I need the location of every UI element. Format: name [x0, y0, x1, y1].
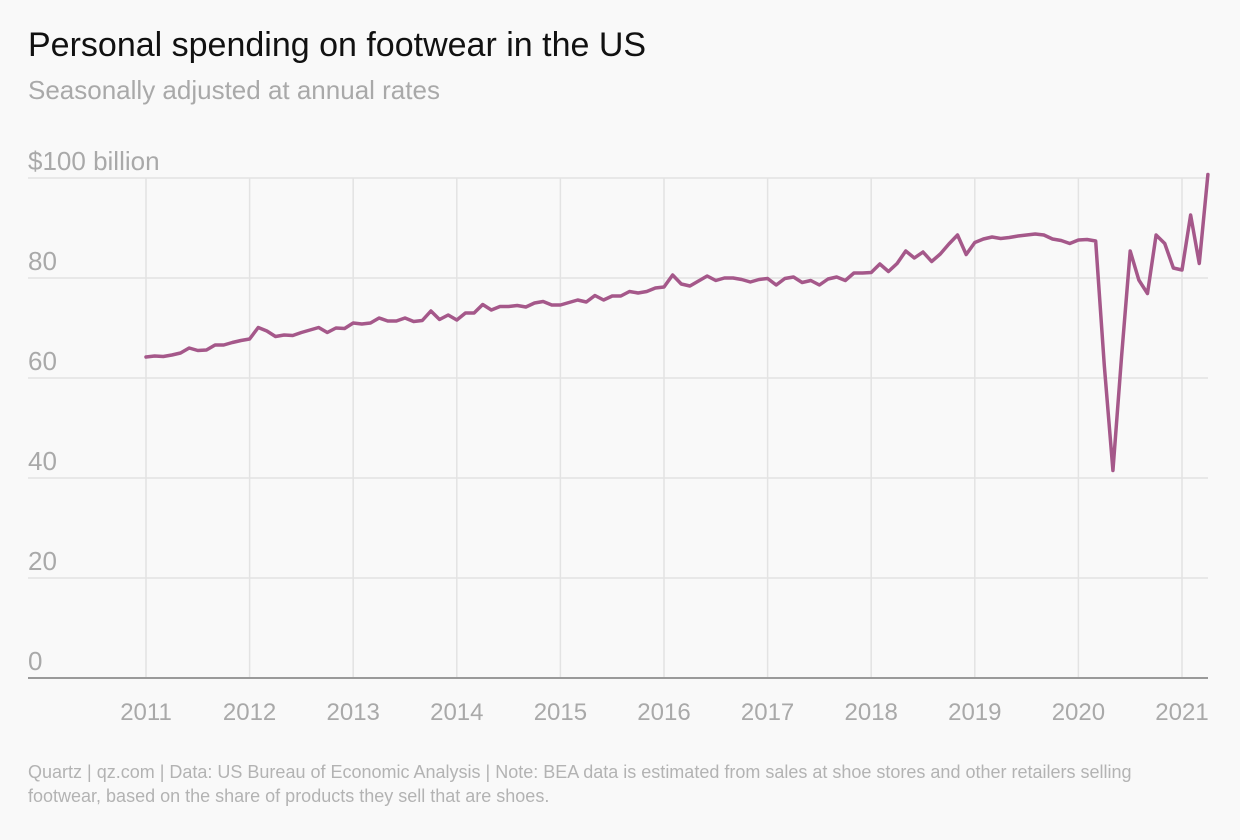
y-tick-label: 0 — [28, 646, 42, 676]
x-tick-label: 2018 — [845, 699, 898, 726]
source-note: Quartz | qz.com | Data: US Bureau of Eco… — [28, 762, 1132, 806]
y-tick-label: 60 — [28, 346, 57, 376]
x-tick-label: 2011 — [120, 699, 172, 726]
x-tick-label: 2020 — [1052, 699, 1105, 726]
y-tick-label: 20 — [28, 546, 57, 576]
series-line — [144, 172, 1210, 473]
x-tick-label: 2017 — [741, 699, 794, 726]
y-tick-label: 80 — [28, 246, 57, 276]
chart-subtitle: Seasonally adjusted at annual rates — [28, 75, 440, 105]
axes: 0 20 40 60 80 $100 billion 2011 2012 2013 2014 201… — [28, 146, 1209, 726]
x-tick-label: 2012 — [223, 699, 276, 726]
x-tick-label: 2014 — [430, 699, 483, 726]
x-tick-label: 2019 — [948, 699, 1001, 726]
x-tick-label: 2021 — [1155, 699, 1208, 726]
x-tick-label: 2013 — [327, 699, 380, 726]
series-layer — [144, 172, 1210, 473]
y-tick-label: $100 billion — [28, 146, 160, 176]
grid-lines — [28, 177, 1208, 678]
chart-title: Personal spending on footwear in the US — [28, 26, 647, 64]
x-tick-label: 2015 — [534, 699, 587, 726]
x-tick-label: 2016 — [637, 699, 690, 726]
y-tick-label: 40 — [28, 446, 57, 476]
